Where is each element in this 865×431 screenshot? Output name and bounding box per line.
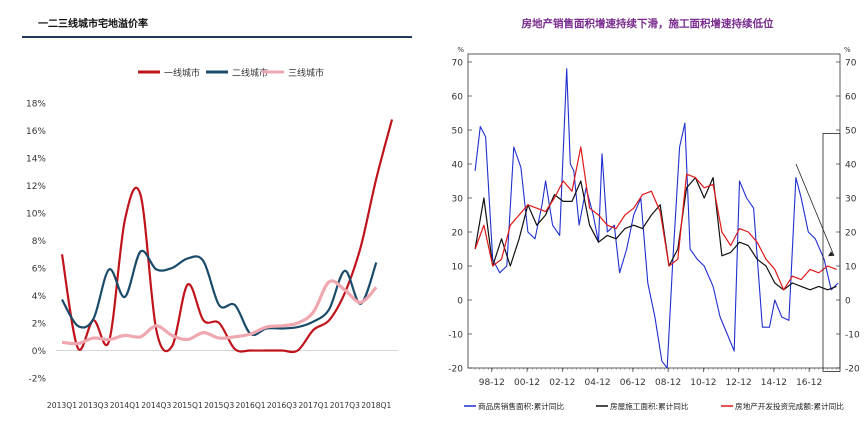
right-y-tick-label-left: 30 bbox=[452, 195, 464, 205]
right-y-tick-label-left: 70 bbox=[452, 59, 464, 69]
right-y-tick-label-right: -10 bbox=[845, 331, 860, 341]
right-plot-frame bbox=[467, 53, 841, 369]
right-series-line bbox=[474, 68, 839, 369]
left-legend: 一线城市 二线城市 三线城市 bbox=[138, 67, 324, 79]
right-y-tick-label-right: 20 bbox=[845, 229, 857, 239]
left-x-tick-label: 2017Q1 bbox=[298, 401, 328, 410]
left-x-tick-label: 2015Q1 bbox=[173, 401, 203, 410]
right-plot-border bbox=[467, 53, 841, 369]
right-y-tick-label-right: 50 bbox=[845, 127, 857, 137]
left-y-tick-label: 18% bbox=[26, 100, 46, 110]
left-y-tick-label: -2% bbox=[28, 375, 46, 385]
right-trend-arrow bbox=[795, 163, 835, 256]
left-y-tick-label: 14% bbox=[26, 155, 46, 165]
left-series bbox=[60, 119, 394, 354]
right-x-tick-label: 98-12 bbox=[479, 378, 505, 388]
left-y-tick-label: 6% bbox=[32, 265, 47, 275]
left-y-tick-label: 10% bbox=[26, 210, 46, 220]
left-x-tick-label: 2018Q1 bbox=[361, 401, 391, 410]
right-series bbox=[474, 68, 839, 369]
left-x-tick-label: 2016Q3 bbox=[267, 401, 297, 410]
right-y-tick-label-left: -20 bbox=[448, 365, 463, 375]
left-x-tick-label: 2017Q3 bbox=[330, 401, 360, 410]
right-annotation bbox=[795, 132, 841, 372]
left-x-tick-label: 2014Q3 bbox=[141, 401, 171, 410]
right-x-tick-label: 04-12 bbox=[585, 378, 611, 388]
right-y-unit-right: % bbox=[844, 46, 851, 54]
left-y-tick-label: 8% bbox=[32, 237, 47, 247]
right-y-tick-label-right: 30 bbox=[845, 195, 857, 205]
right-legend-label: 房屋施工面积:累计同比 bbox=[610, 401, 689, 411]
left-x-tick-label: 2013Q3 bbox=[78, 401, 108, 410]
left-chart-title: 一二三线城市宅地溢价率 bbox=[38, 19, 148, 30]
right-trend-arrowhead bbox=[828, 251, 834, 257]
right-legend: 商品房销售面积:累计同比 房屋施工面积:累计同比 房地产开发投资完成额:累计同比 bbox=[464, 401, 844, 411]
left-x-tick-label: 2015Q3 bbox=[204, 401, 234, 410]
right-y-tick-label-right: 10 bbox=[845, 263, 857, 273]
right-y-tick-label-right: -20 bbox=[845, 365, 860, 375]
left-y-tick-label: 2% bbox=[32, 320, 47, 330]
right-chart-panel: 房地产销售面积增速持续下滑，施工面积增速持续低位 %% -20 -20 -10 -10 0… bbox=[430, 0, 865, 431]
left-legend-label: 二线城市 bbox=[232, 67, 268, 79]
left-y-tick-label: 12% bbox=[26, 182, 46, 192]
right-x-tick-label: 02-12 bbox=[549, 378, 575, 388]
right-y-tick-label-left: 60 bbox=[452, 93, 464, 103]
right-y-unit-left: % bbox=[457, 46, 464, 54]
right-y-tick-label-left: 0 bbox=[457, 297, 463, 307]
left-title-rule bbox=[22, 36, 412, 38]
left-x-tick-label: 2014Q1 bbox=[110, 401, 140, 410]
right-y-tick-label-left: 40 bbox=[452, 161, 464, 171]
right-legend-label: 商品房销售面积:累计同比 bbox=[478, 401, 564, 411]
left-x-tick-label: 2013Q1 bbox=[47, 401, 77, 410]
right-x-tick-label: 00-12 bbox=[514, 378, 540, 388]
right-x-tick-label: 14-12 bbox=[761, 378, 787, 388]
left-legend-label: 三线城市 bbox=[288, 67, 324, 79]
right-y-tick-label-left: 10 bbox=[452, 263, 464, 273]
right-y-tick-label-right: 0 bbox=[845, 297, 851, 307]
right-line-chart: % % -20 -20 -10 -10 0 0 10 10 20 20 30 30 40 40 50 50 60 60… bbox=[448, 46, 860, 411]
left-x-tick-label: 2016Q1 bbox=[236, 401, 266, 410]
right-x-tick-label: 12-12 bbox=[726, 378, 752, 388]
right-x-tick-label: 08-12 bbox=[655, 378, 681, 388]
right-axes: % % -20 -20 -10 -10 0 0 10 10 20 20 30 30 40 40 50 50 60 60… bbox=[448, 46, 860, 388]
right-chart-title: 房地产销售面积增速持续下滑，施工面积增速持续低位 bbox=[521, 18, 774, 30]
left-series-line bbox=[61, 279, 378, 346]
right-x-tick-label: 16-12 bbox=[796, 378, 822, 388]
right-y-tick-label-right: 70 bbox=[845, 59, 857, 69]
right-legend-label: 房地产开发投资完成额:累计同比 bbox=[735, 401, 844, 411]
left-y-tick-label: 4% bbox=[32, 292, 47, 302]
right-highlight-box bbox=[822, 132, 841, 372]
right-series-line bbox=[474, 177, 837, 291]
left-series-line bbox=[60, 119, 394, 354]
left-y-tick-label: 16% bbox=[26, 127, 46, 137]
right-series-line bbox=[474, 146, 837, 291]
right-x-tick-label: 10-12 bbox=[690, 378, 716, 388]
left-series-line bbox=[61, 249, 378, 337]
left-legend-label: 一线城市 bbox=[164, 67, 200, 79]
right-y-tick-label-left: -10 bbox=[448, 331, 463, 341]
right-y-tick-label-left: 20 bbox=[452, 229, 464, 239]
left-line-chart: 一线城市 二线城市 三线城市 -2% 0% 2% 4% 6% 8% 10% 12% 14% 16% 18… bbox=[26, 67, 398, 410]
left-y-tick-label: 0% bbox=[32, 347, 47, 357]
right-y-tick-label-right: 60 bbox=[845, 93, 857, 103]
right-x-tick-label: 06-12 bbox=[620, 378, 646, 388]
right-y-tick-label-right: 40 bbox=[845, 161, 857, 171]
left-chart-panel: 一二三线城市宅地溢价率 一线城市 二线城市 三线城市 -2% 0% 2% 4% 6% 8% 10… bbox=[0, 0, 420, 431]
right-y-tick-label-left: 50 bbox=[452, 127, 464, 137]
left-axes: -2% 0% 2% 4% 6% 8% 10% 12% 14% 16% 18% 2013Q1 2013Q3… bbox=[26, 100, 398, 410]
